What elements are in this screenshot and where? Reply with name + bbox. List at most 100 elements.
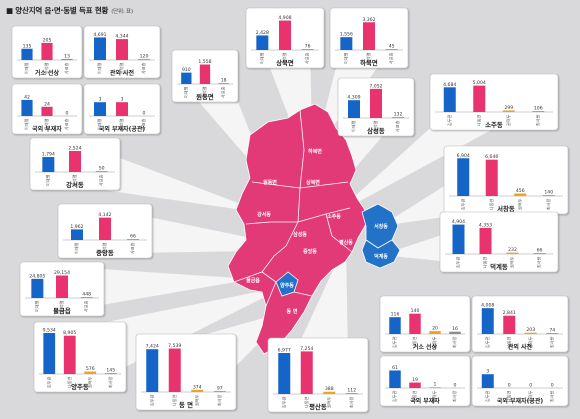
value-label: 4,684: [443, 82, 456, 88]
map-label-dong: 동 면: [287, 308, 298, 315]
value-label: 4,353: [479, 222, 492, 228]
panel-title: 강서동: [66, 180, 84, 189]
value-label: 232: [508, 247, 517, 253]
bar: [409, 383, 420, 388]
value-label: 2,428: [256, 30, 269, 36]
value-label: 0: [66, 111, 69, 117]
value-label: 4,309: [347, 95, 360, 101]
bar: [453, 225, 465, 254]
bar: [482, 374, 494, 388]
value-label: 6,904: [457, 153, 470, 159]
category-label: 권혁두: [509, 256, 516, 268]
bar: [169, 349, 181, 392]
bar: [69, 151, 81, 172]
category-label: 이재명: [73, 242, 80, 254]
category-label: 권혁두: [516, 198, 523, 210]
value-label: 16: [452, 326, 458, 332]
category-label: 사표층: [140, 62, 147, 74]
value-label: 50: [99, 166, 105, 172]
category-label: 나동연: [482, 256, 489, 268]
bar: [480, 228, 492, 254]
category-label: 사표층: [220, 86, 227, 98]
bar: [94, 102, 106, 116]
map-label-mulgeum: 물금읍: [246, 277, 260, 284]
category-label: 김두관: [148, 394, 155, 406]
bar: [99, 218, 111, 240]
value-label: 3: [121, 97, 124, 103]
panel-title: 국외 부재자(공관): [99, 125, 145, 133]
value-label: 0: [508, 383, 511, 389]
value-label: 45: [389, 44, 395, 50]
value-label: 5,004: [473, 80, 486, 86]
bar: [116, 102, 128, 116]
bar: [389, 370, 400, 388]
value-label: 1,962: [70, 224, 83, 230]
value-label: 1,556: [340, 32, 353, 38]
bar: [503, 316, 515, 334]
bar: [71, 229, 83, 240]
bar: [200, 65, 210, 84]
value-label: 448: [82, 292, 91, 298]
value-label: 66: [537, 248, 543, 254]
value-label: 2,841: [503, 310, 516, 316]
bar: [146, 349, 158, 392]
bar: [278, 353, 290, 394]
value-label: 203: [526, 327, 535, 333]
panel-title: 국외 부재자: [32, 125, 62, 133]
value-label: 374: [193, 384, 202, 390]
category-label: 김두관: [484, 336, 491, 348]
panel-title: 거소 선상: [413, 343, 438, 351]
value-label: 576: [86, 366, 95, 372]
category-label: 최사랑: [534, 114, 541, 126]
panel-title: 국외 부재자: [410, 397, 440, 405]
category-label: 사표층: [388, 52, 395, 64]
category-label: 사표층: [98, 174, 105, 186]
value-label: 4,691: [93, 32, 106, 38]
category-label: 사표층: [129, 242, 136, 254]
category-label: 김두관: [391, 390, 398, 402]
category-label: 이재명: [23, 62, 30, 74]
panel-title: 상북면: [276, 58, 294, 67]
map-label-jungang: 중앙동: [303, 248, 317, 255]
category-label: 이재명: [350, 120, 357, 132]
category-label: 최사랑: [536, 256, 543, 268]
panel-title: 소주동: [485, 121, 503, 129]
value-label: 205: [43, 37, 52, 43]
value-label: 18: [221, 78, 227, 84]
value-label: 1,794: [42, 152, 55, 158]
bar: [301, 351, 313, 394]
page-title: ■ 양산지역 읍·면·동별 득표 현황(단위: 표): [6, 5, 133, 16]
value-label: 0: [143, 111, 146, 117]
bar: [181, 73, 191, 84]
value-label: 29,154: [54, 270, 70, 276]
value-label: 20: [432, 326, 438, 332]
value-label: 120: [140, 54, 149, 60]
value-label: 145: [106, 368, 115, 374]
bar: [370, 89, 382, 118]
category-label: 이재명: [258, 52, 265, 64]
value-label: 0: [529, 383, 532, 389]
category-label: 최사랑: [216, 394, 223, 406]
category-label: 이재명: [96, 62, 103, 74]
value-label: 7,052: [369, 83, 382, 89]
bar: [94, 37, 106, 60]
bar: [56, 276, 68, 298]
category-label: 이재명: [33, 300, 40, 312]
panel-title: 물금읍: [53, 306, 71, 315]
map-label-soju: 소주동: [327, 213, 341, 220]
value-label: 6,977: [278, 348, 291, 354]
value-label: 7,254: [300, 346, 313, 352]
category-label: 최사랑: [545, 198, 552, 210]
value-label: 4,008: [481, 303, 494, 309]
category-label: 이재명: [342, 52, 349, 64]
panel-title: 원동면: [196, 92, 214, 101]
map-label-wondong: 원동면: [263, 179, 277, 186]
value-label: 1,558: [198, 59, 211, 65]
bar: [457, 158, 469, 196]
category-label: 최사랑: [451, 336, 458, 348]
